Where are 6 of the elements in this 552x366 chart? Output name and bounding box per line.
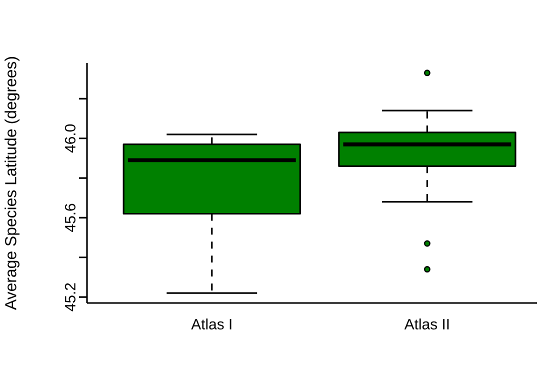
y-axis-title: Average Species Latitude (degrees) — [4, 57, 20, 310]
x-tick-label: Atlas I — [191, 318, 232, 330]
y-tick-label: 45.2 — [64, 283, 76, 312]
x-tick-label: Atlas II — [404, 318, 449, 330]
y-tick-label: 46.0 — [64, 124, 76, 153]
y-tick-label: 45.6 — [64, 204, 76, 232]
